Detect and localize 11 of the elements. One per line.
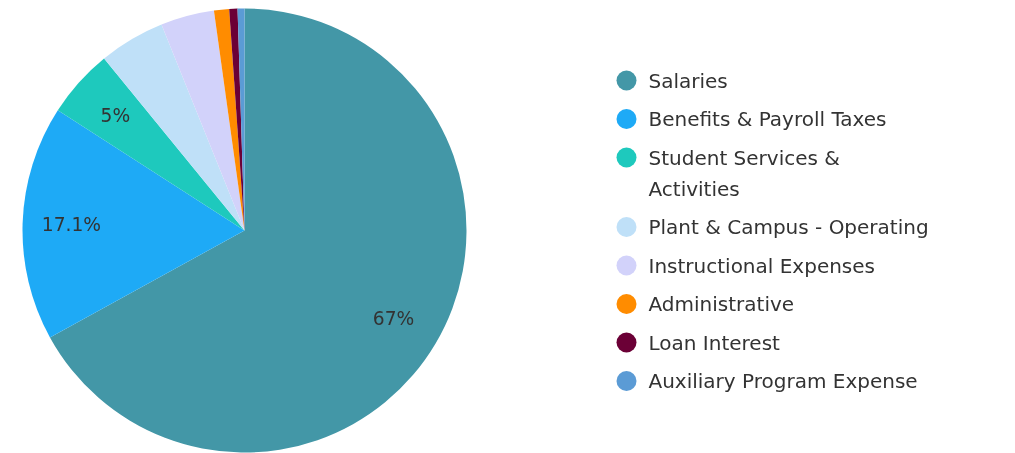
legend-label: Auxiliary Program Expense <box>648 369 918 393</box>
legend-label: Student Services & Activities <box>648 145 840 201</box>
legend-label: Instructional Expenses <box>648 253 876 278</box>
legend-label: Plant & Campus - Operating <box>648 215 929 239</box>
legend-label: Benefits & Payroll Taxes <box>648 107 887 131</box>
legend-label: Administrative <box>648 292 795 316</box>
data-label: 67% <box>372 308 415 330</box>
legend-label: Loan Interest <box>648 330 781 355</box>
data-label: 5% <box>100 104 131 126</box>
data-label: 17.1% <box>41 214 102 236</box>
legend-label: Salaries <box>648 68 728 93</box>
